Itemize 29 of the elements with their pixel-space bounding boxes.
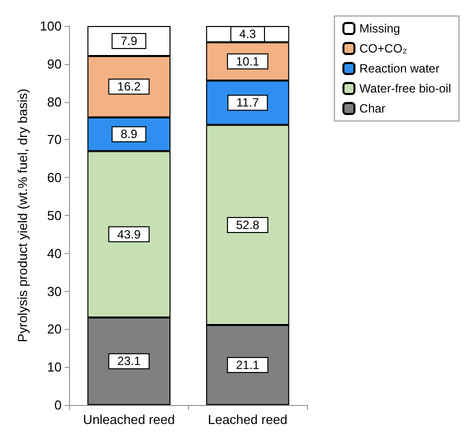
y-tick-label: 40 <box>47 246 62 261</box>
y-tick-label: 50 <box>47 208 62 223</box>
y-tick-label: 90 <box>47 56 62 72</box>
y-tick-label: 80 <box>47 94 62 110</box>
y-tick-label: 60 <box>47 170 62 186</box>
y-tick-label: 100 <box>40 18 62 34</box>
y-tick-label: 20 <box>47 322 62 337</box>
data-label: 8.9 <box>120 127 138 142</box>
legend-label: CO+CO₂ <box>359 42 408 56</box>
y-tick-label: 30 <box>47 284 62 299</box>
x-tick-label: Leached reed <box>208 412 288 427</box>
data-label: 4.3 <box>239 27 256 42</box>
y-axis-title: Pyrolysis product yield (wt.% fuel, dry basis) <box>15 88 30 342</box>
legend-label: Char <box>359 102 386 116</box>
legend-label: Missing <box>359 22 400 36</box>
x-tick-label: Unleached reed <box>83 412 175 427</box>
y-tick-label: 0 <box>54 398 62 412</box>
data-label: 21.1 <box>236 358 260 372</box>
data-label: 11.7 <box>236 96 260 110</box>
data-label: 10.1 <box>236 54 260 68</box>
data-label: 16.2 <box>117 80 141 94</box>
y-tick-label: 70 <box>47 132 62 148</box>
y-tick-label: 10 <box>47 360 62 375</box>
legend-label: Reaction water <box>359 62 440 76</box>
data-label: 43.9 <box>117 227 141 242</box>
data-label: 52.8 <box>236 218 260 232</box>
data-label: 23.1 <box>117 354 141 368</box>
legend-label: Water-free bio-oil <box>359 82 452 96</box>
data-label: 7.9 <box>120 34 138 48</box>
